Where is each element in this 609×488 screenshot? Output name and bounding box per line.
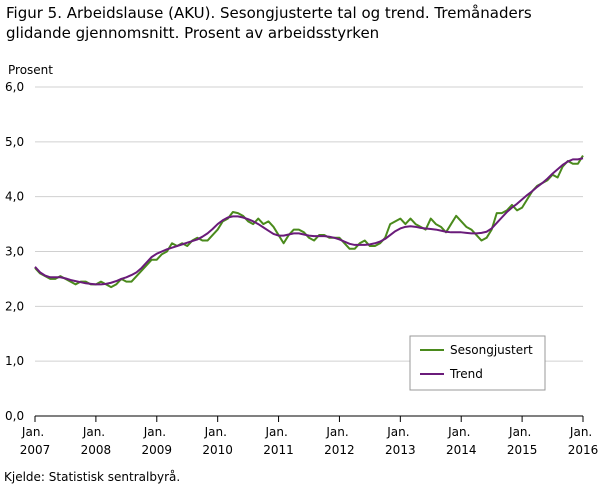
x-tick-label: Jan. 2016 <box>568 425 599 457</box>
y-axis-label: Prosent <box>8 63 53 77</box>
source: Kjelde: Statistisk sentralbyrå. <box>4 470 180 484</box>
y-tick-label: 3,0 <box>5 245 24 259</box>
y-tick-label: 4,0 <box>5 190 24 204</box>
legend-box <box>409 335 546 391</box>
x-tick-label: Jan. 2013 <box>385 425 416 457</box>
x-tick-label: Jan. 2011 <box>263 425 294 457</box>
y-tick-label: 2,0 <box>5 299 24 313</box>
chart-title: Figur 5. Arbeidslause (AKU). Sesongjuste… <box>6 4 532 42</box>
x-tick-label: Jan. 2014 <box>446 425 477 457</box>
x-tick-label: Jan. 2008 <box>81 425 112 457</box>
x-tick-label: Jan. 2010 <box>202 425 233 457</box>
legend-label: Sesongjustert <box>450 343 533 357</box>
y-tick-label: 5,0 <box>5 135 24 149</box>
x-tick-label: Jan. 2015 <box>507 425 538 457</box>
line-series <box>34 155 584 289</box>
x-tick-label: Jan. 2007 <box>20 425 51 457</box>
x-tick-label: Jan. 2009 <box>142 425 173 457</box>
y-tick-label: 1,0 <box>5 354 24 368</box>
y-tick-label: 0,0 <box>5 409 24 423</box>
x-tick-label: Jan. 2012 <box>324 425 355 457</box>
legend-label: Trend <box>449 367 483 381</box>
y-tick-label: 6,0 <box>5 80 24 94</box>
line-series <box>34 157 584 286</box>
